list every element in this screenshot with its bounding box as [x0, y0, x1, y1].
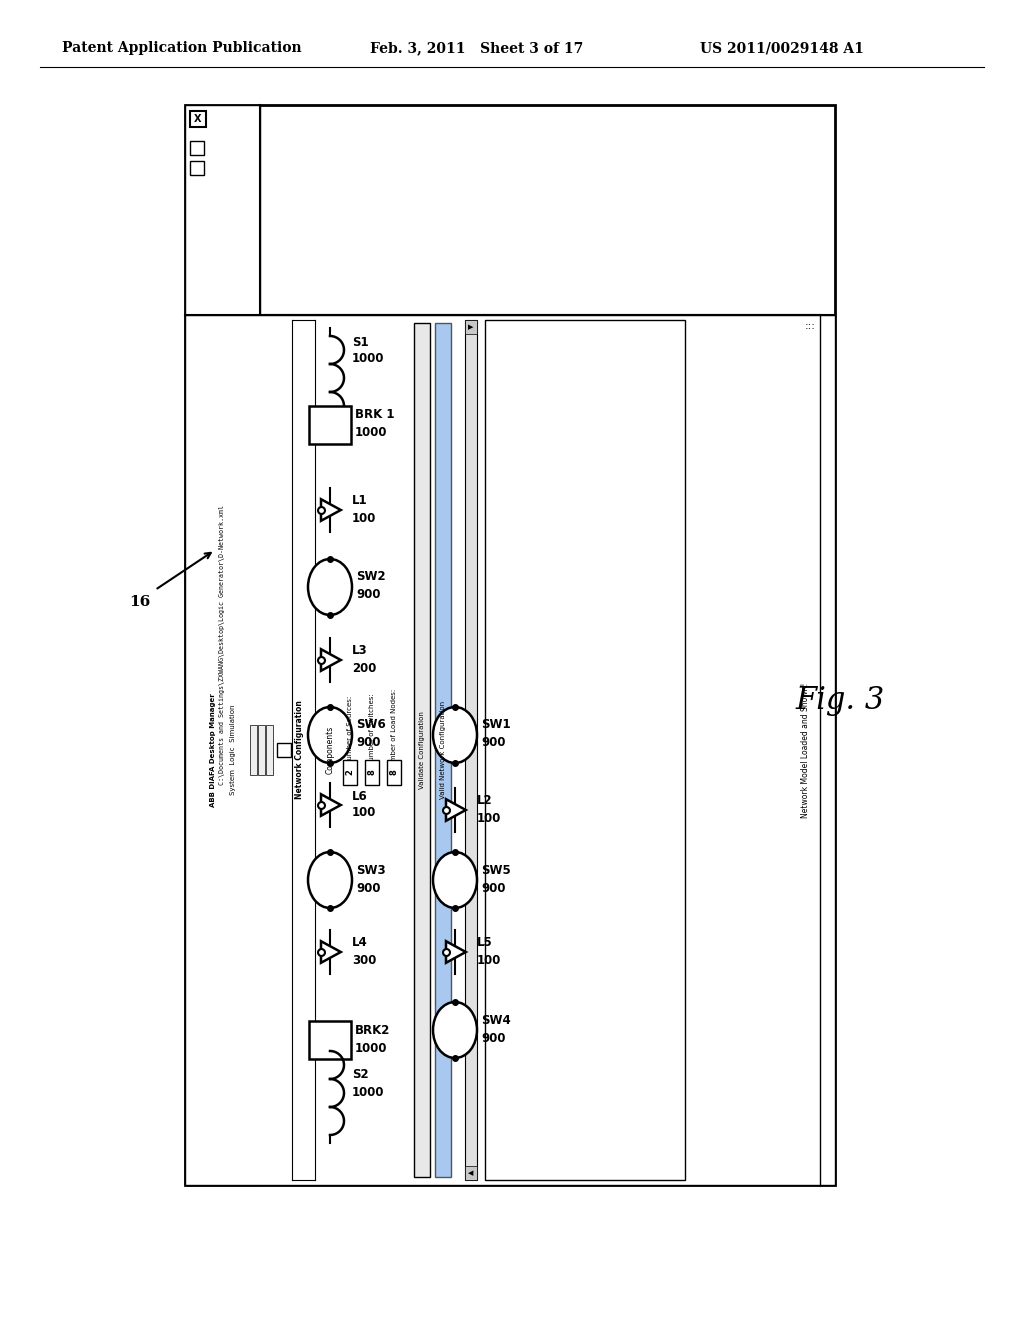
Text: Validate Configuration: Validate Configuration	[419, 711, 425, 789]
Ellipse shape	[433, 1002, 477, 1059]
Text: ABB DIAFA Desktop Manager: ABB DIAFA Desktop Manager	[210, 693, 216, 807]
Text: 900: 900	[356, 589, 381, 602]
Bar	[365, 760, 379, 785]
Polygon shape	[321, 499, 341, 521]
Bar	[414, 323, 430, 1177]
Text: Patent Application Publication: Patent Application Publication	[62, 41, 302, 55]
Text: 1000: 1000	[352, 351, 384, 364]
Text: 8: 8	[368, 770, 377, 775]
Text: BRK2: BRK2	[355, 1023, 390, 1036]
Text: L4: L4	[352, 936, 368, 949]
Text: US 2011/0029148 A1: US 2011/0029148 A1	[700, 41, 864, 55]
Bar	[343, 760, 357, 785]
Text: L3: L3	[352, 644, 368, 657]
Bar	[185, 106, 260, 1185]
Bar	[309, 1020, 351, 1059]
Ellipse shape	[433, 708, 477, 763]
Text: 2: 2	[345, 770, 354, 775]
Bar	[190, 111, 206, 127]
Bar	[465, 319, 477, 1180]
Text: 16: 16	[129, 595, 151, 609]
Text: 8: 8	[389, 770, 398, 775]
Text: BRK 1: BRK 1	[355, 408, 394, 421]
Text: 100: 100	[352, 511, 377, 524]
Text: 300: 300	[352, 953, 377, 966]
Bar	[190, 161, 204, 176]
Bar	[435, 323, 451, 1177]
Bar	[266, 725, 273, 775]
Text: 1000: 1000	[352, 1086, 384, 1100]
Ellipse shape	[308, 851, 352, 908]
Ellipse shape	[308, 708, 352, 763]
Bar	[185, 315, 835, 1185]
Polygon shape	[321, 941, 341, 962]
Bar	[258, 725, 265, 775]
Polygon shape	[446, 941, 466, 962]
Text: L6: L6	[352, 789, 368, 803]
Text: 100: 100	[352, 807, 377, 820]
Text: 900: 900	[356, 737, 381, 750]
Text: 200: 200	[352, 661, 377, 675]
Text: L2: L2	[477, 795, 493, 808]
Text: SW1: SW1	[481, 718, 511, 731]
Text: Components: Components	[326, 726, 335, 774]
Text: SW3: SW3	[356, 863, 386, 876]
Text: 900: 900	[481, 882, 506, 895]
Bar	[485, 319, 685, 1180]
Bar	[185, 106, 835, 1185]
Text: ◀: ◀	[468, 1170, 474, 1176]
Text: L1: L1	[352, 495, 368, 507]
Text: Number of Load Nodes:: Number of Load Nodes:	[391, 689, 397, 771]
Bar	[387, 760, 401, 785]
Text: 900: 900	[481, 737, 506, 750]
Text: Valid Network Configuration: Valid Network Configuration	[440, 701, 446, 799]
Ellipse shape	[433, 851, 477, 908]
Text: SW6: SW6	[356, 718, 386, 731]
Text: Network Configuration: Network Configuration	[296, 701, 304, 800]
Text: SW2: SW2	[356, 570, 386, 583]
Bar	[278, 743, 291, 756]
Text: 1000: 1000	[355, 1041, 387, 1055]
Bar	[190, 141, 204, 154]
Text: 100: 100	[477, 953, 502, 966]
Text: Fig. 3: Fig. 3	[796, 685, 885, 715]
Text: ▶: ▶	[468, 323, 474, 330]
Bar	[465, 319, 477, 334]
Polygon shape	[446, 799, 466, 821]
Text: 900: 900	[356, 882, 381, 895]
Ellipse shape	[308, 558, 352, 615]
Text: Number of Sources:: Number of Sources:	[347, 696, 353, 764]
Bar	[465, 1166, 477, 1180]
Polygon shape	[321, 795, 341, 816]
Text: SW4: SW4	[481, 1014, 511, 1027]
Bar	[309, 407, 351, 444]
Text: S2: S2	[352, 1068, 369, 1081]
Text: 900: 900	[481, 1031, 506, 1044]
Text: System  Logic  Simulation: System Logic Simulation	[230, 705, 236, 795]
Text: 100: 100	[477, 812, 502, 825]
Text: Feb. 3, 2011   Sheet 3 of 17: Feb. 3, 2011 Sheet 3 of 17	[370, 41, 584, 55]
Text: Network Model Loaded and Shown!: Network Model Loaded and Shown!	[801, 682, 810, 817]
Bar	[250, 725, 257, 775]
Text: Number of Switches:: Number of Switches:	[369, 693, 375, 767]
Bar	[265, 315, 820, 1166]
Polygon shape	[321, 649, 341, 671]
Text: X: X	[195, 114, 202, 124]
Text: :::: :::	[805, 321, 816, 331]
Text: SW5: SW5	[481, 863, 511, 876]
Text: L5: L5	[477, 936, 493, 949]
Text: S1: S1	[352, 335, 369, 348]
Text: C:\Documents and Settings\ZXWANG\Desktop\Logic Generator\D-Network.xml: C:\Documents and Settings\ZXWANG\Desktop…	[219, 506, 225, 785]
Text: 1000: 1000	[355, 426, 387, 440]
